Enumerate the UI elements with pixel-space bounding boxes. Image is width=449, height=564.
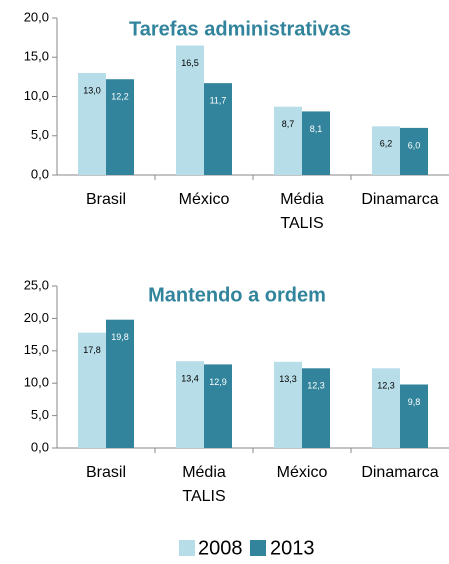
bar — [274, 106, 302, 175]
bar — [302, 368, 330, 448]
y-tick-label: 20,0 — [24, 310, 49, 325]
y-tick-label: 10,0 — [24, 88, 49, 103]
x-tick-label: Dinamarca — [361, 464, 439, 481]
y-tick-label: 15,0 — [24, 49, 49, 64]
value-label: 8,7 — [282, 119, 295, 129]
y-tick-label: 20,0 — [24, 9, 49, 24]
x-tick-label: Dinamarca — [361, 191, 439, 208]
y-tick-label: 15,0 — [24, 342, 49, 357]
x-tick-label: México — [178, 191, 230, 208]
legend-label: 2013 — [270, 537, 315, 559]
bar — [176, 361, 204, 448]
value-label: 12,3 — [377, 381, 395, 391]
bar — [400, 127, 428, 175]
bar — [204, 83, 232, 175]
chart-title: Tarefas administrativas — [129, 18, 351, 40]
y-tick-label: 0,0 — [31, 439, 49, 454]
bar — [372, 126, 400, 175]
legend-label: 2008 — [198, 537, 243, 559]
chart-title: Mantendo a ordem — [148, 284, 326, 306]
bar — [204, 364, 232, 448]
value-label: 11,7 — [210, 96, 227, 106]
bar — [106, 319, 134, 448]
bar — [302, 111, 330, 175]
value-label: 12,2 — [111, 92, 129, 102]
x-tick-label: Média TALIS — [182, 464, 226, 505]
bar — [106, 79, 134, 175]
legend-swatch — [179, 540, 195, 556]
bar — [78, 332, 106, 448]
bar — [400, 384, 428, 448]
value-label: 19,8 — [111, 332, 129, 342]
value-label: 8,1 — [310, 124, 323, 134]
value-label: 17,8 — [83, 345, 101, 355]
bar — [372, 368, 400, 448]
x-tick-label: Brasil — [85, 191, 126, 208]
bar — [176, 45, 204, 175]
y-tick-label: 5,0 — [31, 407, 49, 422]
value-label: 9,8 — [408, 397, 421, 407]
x-tick-label: Brasil — [85, 464, 126, 481]
value-label: 12,3 — [307, 381, 325, 391]
value-label: 13,0 — [83, 85, 101, 95]
legend-swatch — [250, 540, 266, 556]
value-label: 13,4 — [181, 374, 199, 384]
y-tick-label: 25,0 — [24, 277, 49, 292]
y-tick-label: 10,0 — [24, 375, 49, 390]
x-tick-label: Média TALIS — [280, 191, 324, 232]
x-tick-label: México — [276, 464, 328, 481]
y-tick-label: 0,0 — [31, 166, 49, 181]
y-tick-label: 5,0 — [31, 127, 49, 142]
value-label: 6,0 — [408, 140, 421, 150]
value-label: 16,5 — [181, 58, 199, 68]
bar — [78, 72, 106, 175]
value-label: 12,9 — [209, 377, 227, 387]
value-label: 13,3 — [279, 374, 297, 384]
value-label: 6,2 — [380, 139, 393, 149]
bar — [274, 361, 302, 448]
